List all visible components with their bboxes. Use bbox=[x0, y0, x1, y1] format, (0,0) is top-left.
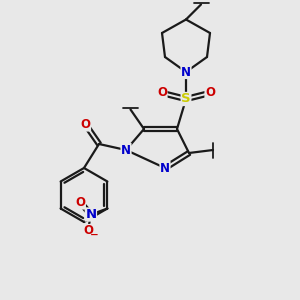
Text: O: O bbox=[157, 86, 167, 100]
Text: O: O bbox=[75, 196, 85, 209]
Text: N: N bbox=[160, 161, 170, 175]
Text: N: N bbox=[121, 143, 131, 157]
Text: O: O bbox=[80, 118, 91, 131]
Text: N: N bbox=[85, 208, 96, 221]
Text: O: O bbox=[205, 86, 215, 100]
Text: S: S bbox=[181, 92, 191, 106]
Text: N: N bbox=[181, 65, 191, 79]
Text: −: − bbox=[90, 230, 99, 240]
Text: O: O bbox=[83, 224, 93, 238]
